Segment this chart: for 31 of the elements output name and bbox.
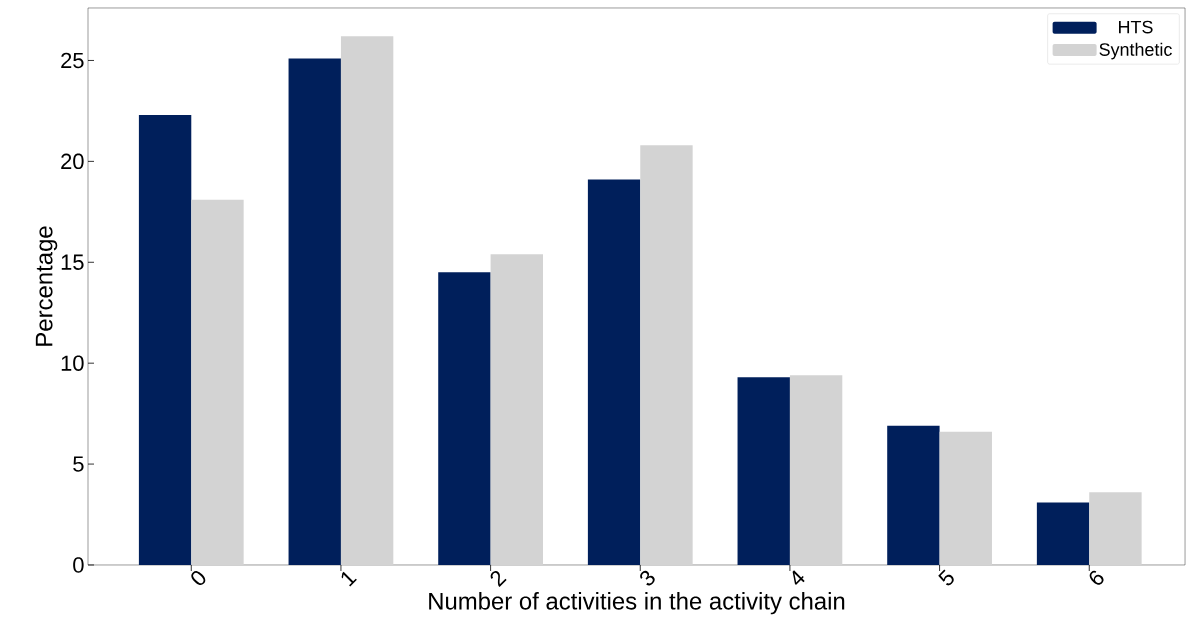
x-tick-label: 3 [640, 570, 655, 586]
bar [789, 375, 843, 565]
bar [887, 425, 940, 565]
y-tick-label: 10 [61, 355, 84, 371]
bar [1089, 492, 1142, 565]
bar [939, 431, 992, 565]
x-tick-label: 0 [191, 571, 206, 586]
bar [340, 36, 394, 565]
legend-label: Synthetic [1099, 42, 1172, 60]
bar [438, 272, 491, 565]
x-tick-label: 4 [792, 570, 805, 585]
x-tick-label: 5 [938, 569, 954, 586]
bar [490, 254, 543, 565]
legend-label: HTS [1119, 20, 1153, 34]
y-tick-label: 5 [73, 456, 84, 472]
bar [587, 179, 641, 565]
x-tick-label: 6 [1089, 570, 1104, 585]
y-tick-label: 15 [61, 254, 84, 270]
bar [138, 114, 192, 565]
y-axis-title: Percentage [35, 226, 58, 346]
bar [737, 377, 790, 565]
x-axis-title: Number of activities in the activity chain [429, 592, 845, 615]
bar [640, 145, 693, 565]
y-tick-label: 20 [61, 153, 84, 170]
y-tick-label: 0 [73, 557, 84, 573]
bar [1036, 502, 1090, 565]
bar [288, 58, 341, 565]
x-tick-label: 2 [490, 570, 507, 587]
bar [191, 199, 244, 565]
x-tick-label: 1 [341, 571, 357, 587]
y-tick-label: 25 [61, 52, 84, 69]
